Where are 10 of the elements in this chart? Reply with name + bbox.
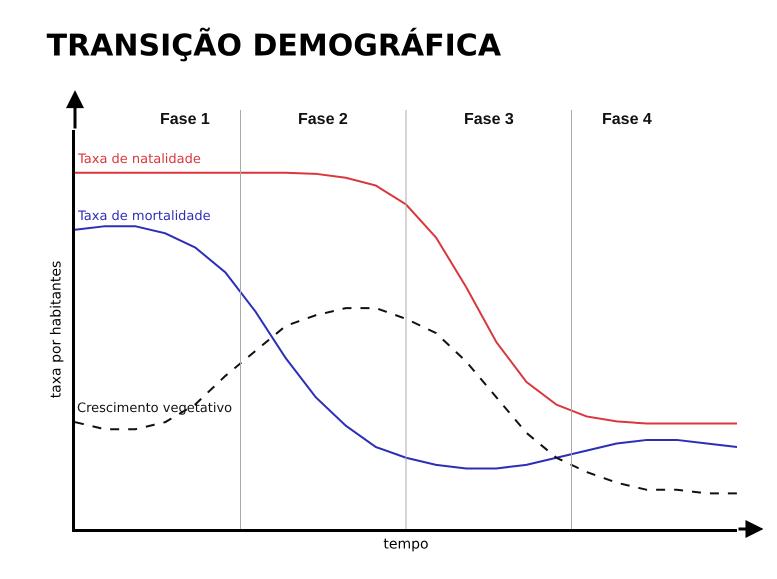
series-label: Crescimento vegetativo bbox=[77, 401, 232, 416]
x-axis-title: tempo bbox=[383, 536, 429, 553]
text: Fase 2 bbox=[298, 111, 348, 128]
text: Fase 3 bbox=[464, 111, 514, 128]
y-axis-title: taxa por habitantes bbox=[48, 260, 65, 398]
series-label: Taxa de mortalidade bbox=[77, 209, 211, 224]
text: Fase 4 bbox=[602, 111, 652, 128]
series-label: Taxa de natalidade bbox=[77, 152, 201, 167]
text: Fase 1 bbox=[160, 111, 210, 128]
chart-title: TRANSIÇÃO DEMOGRÁFICA bbox=[46, 28, 502, 64]
